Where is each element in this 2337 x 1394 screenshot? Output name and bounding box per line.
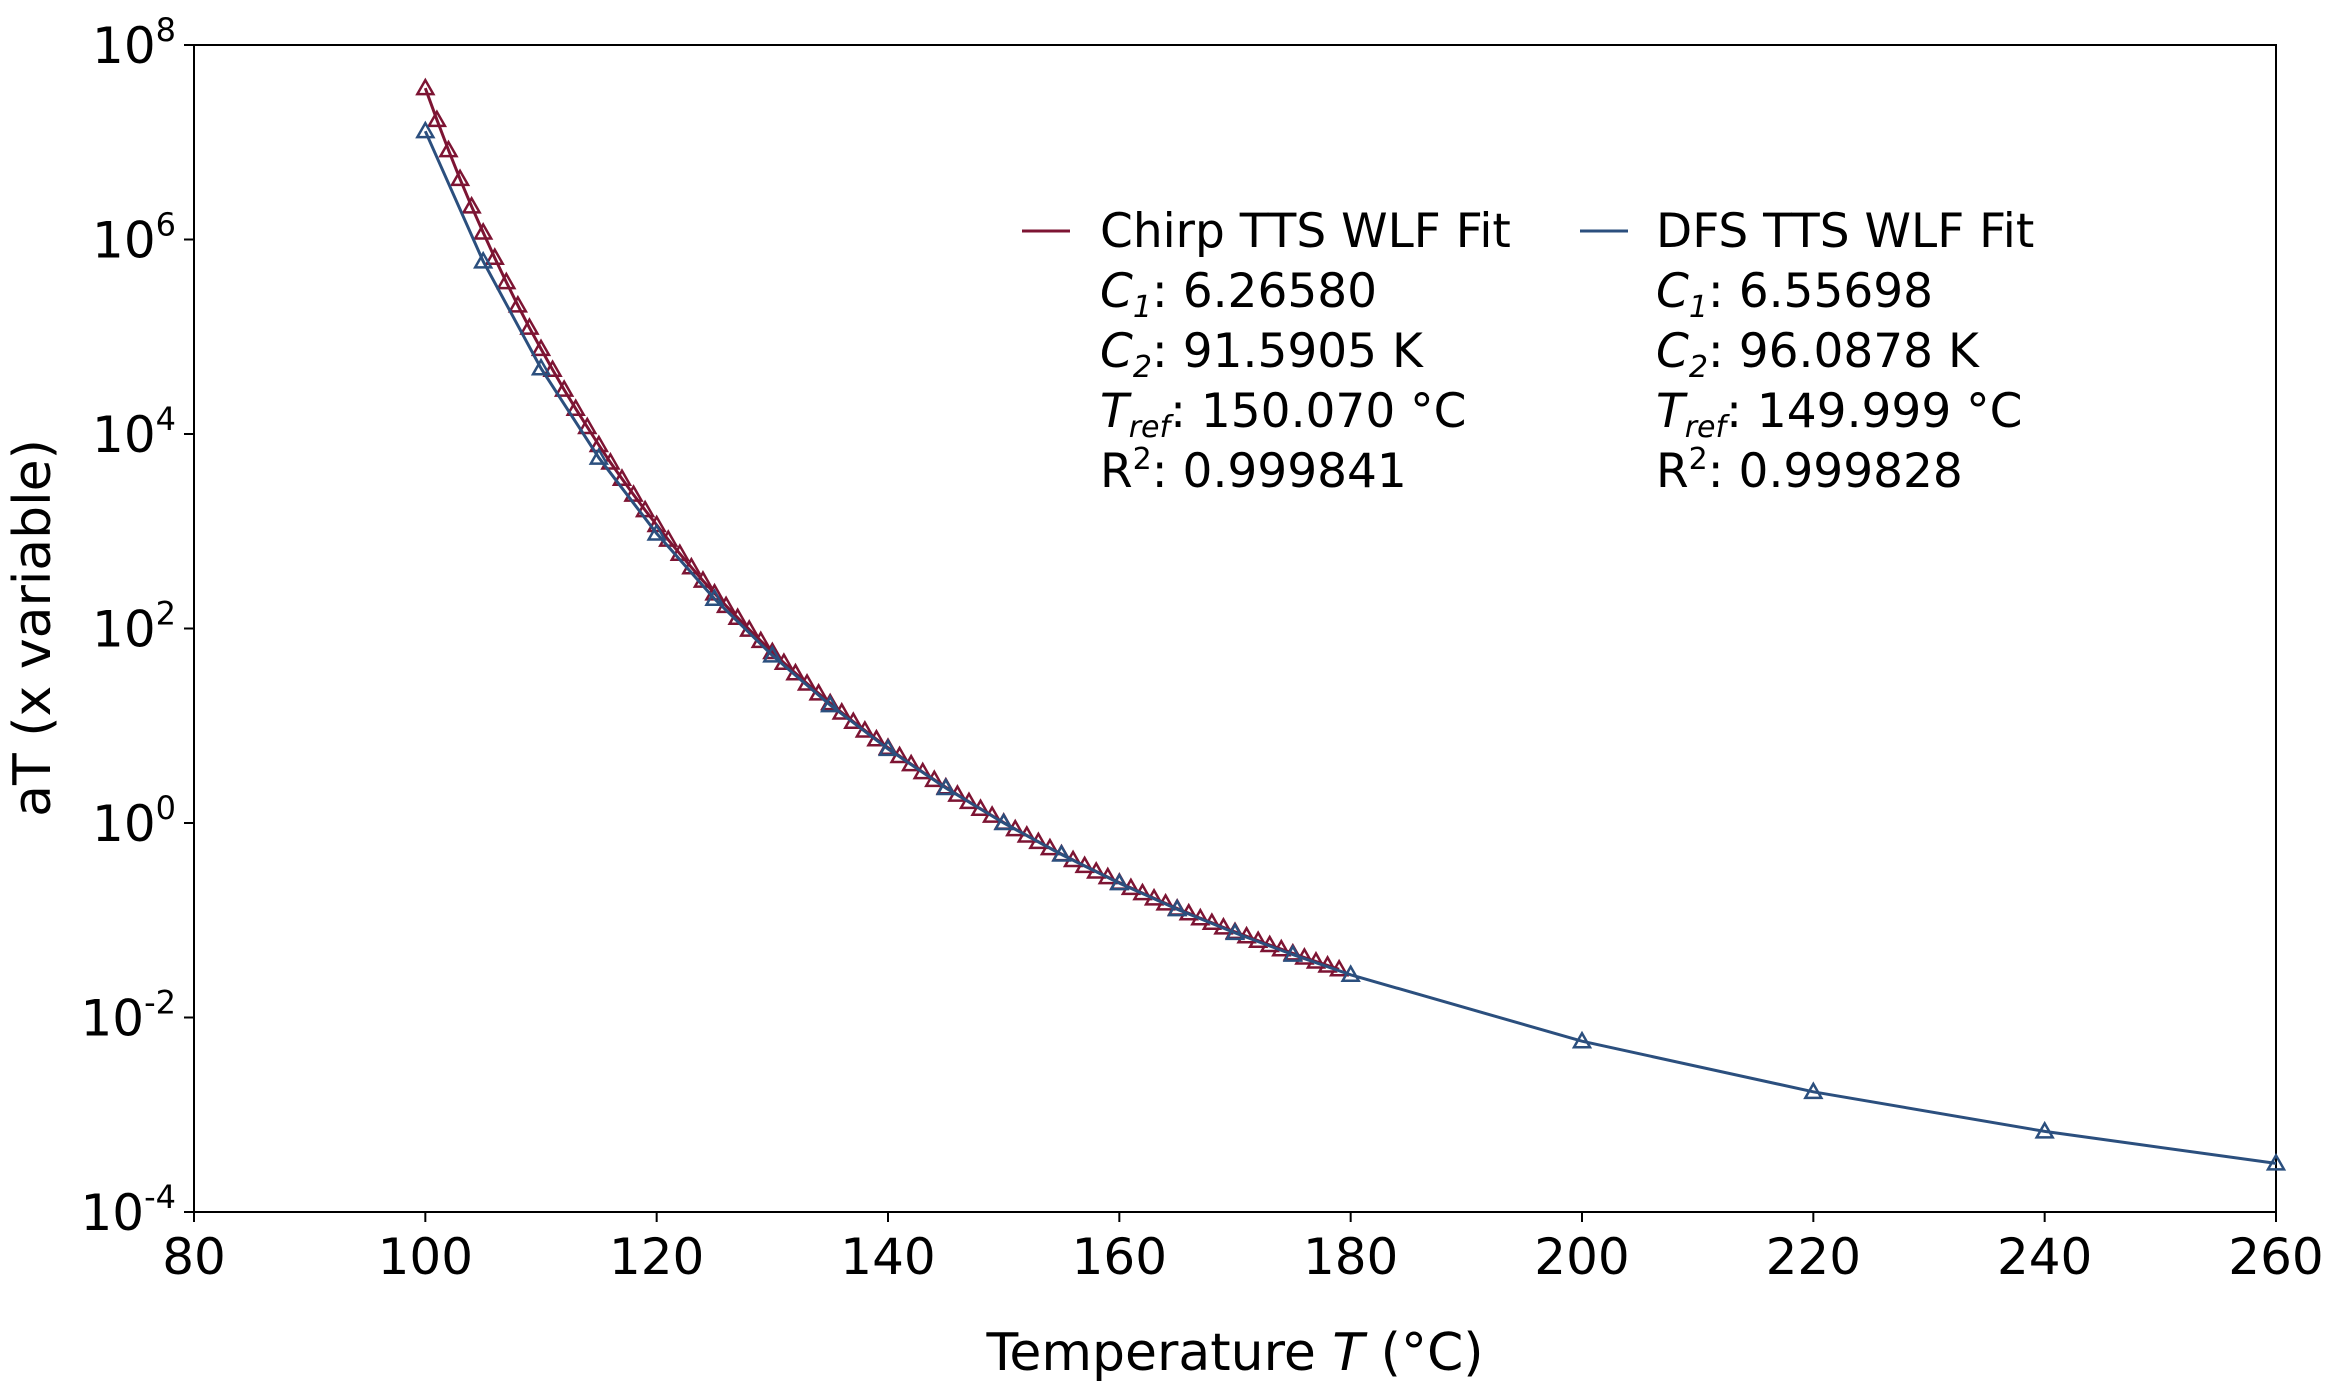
data-point-marker <box>646 523 667 541</box>
y-tick-base: 10 <box>92 406 156 464</box>
data-point-marker <box>507 294 529 313</box>
legend-tref-chirp: Tref: 150.070 °C <box>1100 384 1466 445</box>
y-tick-label: 104 <box>92 400 176 464</box>
data-point-marker <box>415 77 436 96</box>
legend-entry-dfs: DFS TTS WLF Fit C1: 6.55698 C2: 96.0878 … <box>1580 204 2034 499</box>
y-tick-exponent: 2 <box>156 595 176 633</box>
y-tick-label: 100 <box>92 789 176 853</box>
y-tick-base: 10 <box>80 990 144 1048</box>
data-point-marker <box>1340 964 1361 983</box>
y-tick-label: 106 <box>92 206 176 270</box>
data-point-marker <box>762 644 783 663</box>
series-layer <box>415 77 2287 1171</box>
data-point-marker <box>623 484 644 502</box>
data-point-marker <box>1167 898 1188 917</box>
data-point-marker <box>473 250 494 269</box>
y-tick-base: 10 <box>92 601 156 659</box>
data-point-marker <box>438 139 459 158</box>
legend-r2-dfs: R2: 0.999828 <box>1656 442 1963 499</box>
legend-tref-dfs: Tref: 149.999 °C <box>1656 384 2022 445</box>
y-tick-base: 10 <box>92 212 156 270</box>
legend-label-chirp: Chirp TTS WLF Fit <box>1100 204 1511 259</box>
data-point-marker <box>519 317 540 335</box>
data-point-marker <box>496 271 517 290</box>
legend-c2-chirp: C2: 91.5905 K <box>1100 324 1424 385</box>
y-tick-label: 108 <box>92 11 176 75</box>
series-line <box>423 130 2277 1165</box>
data-point-marker <box>530 357 552 376</box>
y-tick-label: 102 <box>92 595 176 659</box>
data-point-marker <box>993 812 1014 831</box>
data-point-marker <box>530 338 552 357</box>
x-tick-label: 200 <box>1534 1228 1629 1286</box>
y-tick-base: 10 <box>92 795 156 853</box>
y-tick-exponent: 6 <box>156 206 176 244</box>
x-tick-label: 140 <box>840 1228 935 1286</box>
x-axis-label: Temperature T (°C) <box>985 1323 1483 1383</box>
x-tick-label: 120 <box>609 1228 704 1286</box>
x-axis: 80 100 120 140 160 180 200 220 240 260 <box>162 1212 2324 1286</box>
data-point-marker <box>935 777 956 796</box>
series-dfs <box>415 120 2287 1171</box>
data-point-marker <box>2034 1120 2055 1139</box>
data-point-marker <box>704 588 725 607</box>
legend: Chirp TTS WLF Fit C1: 6.26580 C2: 91.590… <box>1022 204 2034 499</box>
legend-entry-chirp: Chirp TTS WLF Fit C1: 6.26580 C2: 91.590… <box>1022 204 1511 499</box>
legend-label-dfs: DFS TTS WLF Fit <box>1656 204 2034 259</box>
y-tick-label: 10-4 <box>80 1178 176 1242</box>
data-point-marker <box>877 738 899 757</box>
y-tick-exponent: -4 <box>144 1178 176 1216</box>
y-tick-exponent: 8 <box>156 11 176 49</box>
data-point-marker <box>461 195 482 214</box>
data-point-marker <box>426 109 448 128</box>
data-point-marker <box>1282 944 1303 962</box>
x-tick-label: 160 <box>1072 1228 1167 1286</box>
y-axis-label: aT (x variable) <box>3 439 63 817</box>
x-tick-label: 220 <box>1766 1228 1861 1286</box>
y-tick-exponent: -2 <box>144 984 176 1022</box>
y-tick-exponent: 0 <box>156 789 176 827</box>
x-tick-label: 260 <box>2228 1228 2323 1286</box>
data-point-marker <box>1051 844 1072 862</box>
data-point-marker <box>1803 1081 1824 1100</box>
data-point-marker <box>449 168 471 187</box>
legend-c1-dfs: C1: 6.55698 <box>1656 264 1933 325</box>
x-tick-label: 180 <box>1303 1228 1398 1286</box>
x-tick-label: 80 <box>162 1228 226 1286</box>
data-point-marker <box>553 379 575 397</box>
legend-r2-chirp: R2: 0.999841 <box>1100 442 1407 499</box>
data-point-marker <box>1224 922 1246 941</box>
data-point-marker <box>588 447 609 465</box>
data-point-marker <box>1571 1030 1593 1049</box>
data-point-marker <box>473 221 494 240</box>
data-point-marker <box>611 468 633 486</box>
data-point-marker <box>2265 1152 2287 1171</box>
legend-c2-dfs: C2: 96.0878 K <box>1656 324 1980 385</box>
y-tick-exponent: 4 <box>156 400 176 438</box>
data-point-marker <box>820 694 841 713</box>
y-tick-base: 10 <box>92 17 156 75</box>
data-point-marker <box>415 120 436 139</box>
data-point-marker <box>565 398 586 416</box>
y-tick-label: 10-2 <box>80 984 176 1048</box>
x-tick-label: 240 <box>1997 1228 2092 1286</box>
y-tick-base: 10 <box>80 1184 144 1242</box>
data-point-marker <box>542 359 563 377</box>
data-point-marker <box>577 416 598 435</box>
x-tick-label: 100 <box>378 1228 473 1286</box>
legend-c1-chirp: C1: 6.26580 <box>1100 264 1377 325</box>
data-point-marker <box>1109 872 1130 891</box>
data-point-marker <box>484 247 505 265</box>
data-point-marker <box>646 514 667 533</box>
